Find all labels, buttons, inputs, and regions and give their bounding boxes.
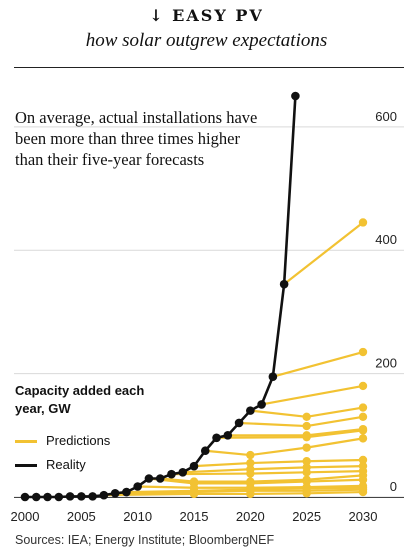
prediction-point <box>302 443 311 452</box>
prediction-lines <box>103 218 368 499</box>
prediction-point <box>358 218 368 227</box>
source-note: Sources: IEA; Energy Institute; Bloomber… <box>15 533 275 547</box>
reality-point <box>257 400 266 409</box>
reality-point <box>246 406 255 415</box>
reality-point <box>43 492 52 502</box>
reality-point <box>144 474 154 483</box>
reality-point <box>99 490 109 500</box>
prediction-point <box>302 457 311 466</box>
prediction-point <box>358 403 368 412</box>
y-tick-label: 400 <box>375 232 397 247</box>
reality-point <box>31 492 41 502</box>
legend-label-reality: Reality <box>46 457 86 472</box>
prediction-point <box>358 475 368 484</box>
header-rule <box>14 67 404 68</box>
legend-swatch-predictions <box>15 440 37 443</box>
legend-title: Capacity added each year, GW <box>15 383 145 416</box>
x-axis-labels: 2000 2005 2010 2015 2020 2025 2030 <box>11 509 378 524</box>
annotation-text: On average, actual installations have be… <box>15 108 258 169</box>
reality-point <box>189 461 199 471</box>
prediction-line <box>272 350 364 378</box>
reality-point <box>110 488 120 498</box>
reality-point <box>268 372 278 382</box>
reality-point <box>291 91 300 101</box>
y-axis-labels: 0 200 400 600 <box>375 109 397 494</box>
reality-point <box>54 492 64 502</box>
prediction-point <box>246 458 255 468</box>
prediction-point <box>246 489 255 499</box>
y-tick-label: 200 <box>375 356 397 371</box>
prediction-line <box>205 437 364 457</box>
x-tick-label: 2025 <box>292 509 321 524</box>
x-tick-label: 2020 <box>236 509 265 524</box>
reality-point <box>200 446 210 456</box>
reality-point <box>65 492 75 501</box>
reality-point <box>279 279 289 289</box>
reality-point <box>77 492 86 501</box>
y-tick-label: 600 <box>375 109 397 124</box>
legend-swatch-reality <box>15 464 37 467</box>
prediction-line <box>193 458 364 468</box>
prediction-point <box>302 412 311 421</box>
prediction-point <box>189 489 199 499</box>
reality-point <box>167 469 176 479</box>
prediction-line <box>171 469 364 476</box>
reality-point <box>133 482 142 491</box>
prediction-point <box>358 412 368 421</box>
reality-point <box>155 474 165 483</box>
chart-title: ↓ EASY PV <box>149 6 264 25</box>
x-tick-label: 2030 <box>349 509 378 524</box>
prediction-line <box>283 221 364 286</box>
prediction-line <box>261 384 364 406</box>
prediction-line <box>239 415 364 428</box>
prediction-point <box>358 347 368 357</box>
prediction-point <box>358 381 368 391</box>
prediction-point <box>358 426 368 435</box>
prediction-point <box>358 455 368 465</box>
prediction-point <box>302 421 311 431</box>
legend-label-predictions: Predictions <box>46 433 111 448</box>
reality-point <box>212 433 221 443</box>
x-tick-label: 2015 <box>180 509 209 524</box>
prediction-point <box>302 468 311 477</box>
x-tick-label: 2005 <box>67 509 96 524</box>
prediction-point <box>302 489 311 498</box>
reality-line <box>20 91 300 502</box>
reality-point <box>20 492 30 502</box>
x-tick-label: 2010 <box>123 509 152 524</box>
reality-point <box>223 431 233 440</box>
prediction-point <box>358 487 368 497</box>
prediction-point <box>358 434 368 443</box>
prediction-point <box>246 469 255 478</box>
x-tick-label: 2000 <box>11 509 40 524</box>
reality-point <box>234 418 244 428</box>
reality-point <box>88 492 97 501</box>
reality-point <box>178 468 188 477</box>
prediction-line <box>182 465 364 474</box>
reality-point <box>122 487 131 497</box>
y-tick-label: 0 <box>390 479 397 494</box>
prediction-point <box>246 450 255 460</box>
chart-subtitle: how solar outgrew expectations <box>85 30 328 51</box>
prediction-point <box>302 432 311 442</box>
